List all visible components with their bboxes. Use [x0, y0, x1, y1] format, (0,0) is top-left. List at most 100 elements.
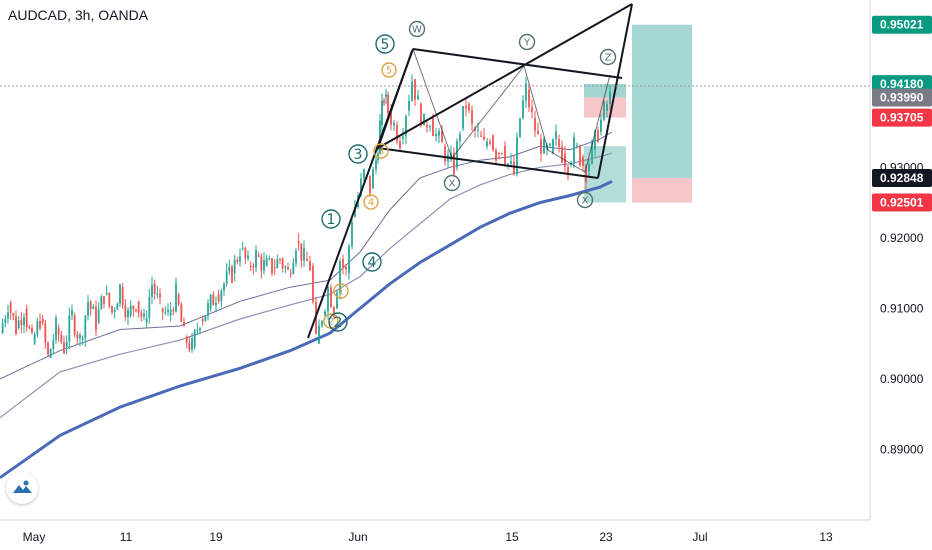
price-axis[interactable]: 0.890000.900000.910000.920000.930000.940… [869, 0, 932, 550]
candle-body [417, 95, 419, 100]
candle-body [549, 143, 551, 145]
candle-body [140, 312, 143, 317]
candle-body [567, 166, 569, 175]
candle-body [249, 266, 252, 268]
candle-body [252, 266, 255, 268]
candle-body [339, 260, 341, 293]
candle-body [31, 328, 33, 333]
candle-body [257, 255, 260, 257]
candle-body [60, 334, 63, 342]
candle-body [20, 320, 23, 326]
price-tag-label: 0.93705 [880, 111, 924, 125]
candle-body [483, 136, 485, 140]
candle-body [324, 311, 326, 316]
candle-body [284, 266, 287, 269]
tradingview-logo[interactable] [6, 472, 38, 504]
candle-body [63, 341, 65, 354]
candle-body [459, 134, 461, 142]
candle-body [531, 107, 533, 113]
logo-icon [13, 480, 32, 493]
candle-body [108, 292, 111, 307]
candle-body [383, 100, 385, 103]
loss-zone-1 [584, 97, 626, 118]
candle-body [414, 79, 416, 100]
price-tick-label: 0.89000 [880, 442, 924, 456]
candle-body [127, 310, 129, 318]
candle-body [89, 301, 92, 310]
candle-body [159, 293, 161, 298]
candle-body [247, 255, 249, 259]
candle-body [558, 139, 560, 147]
candle-body [255, 249, 257, 268]
candle-body [132, 305, 135, 310]
candle-body [477, 129, 479, 131]
candle-body [363, 169, 365, 179]
candle-body [606, 103, 608, 111]
candle-body [71, 309, 73, 316]
wave-label-circle [375, 34, 395, 54]
candle-body [41, 318, 44, 324]
price-tick-label: 0.90000 [880, 372, 924, 386]
candle-body [420, 103, 422, 126]
price-tag-label: 0.93990 [880, 90, 924, 104]
candle-body [561, 146, 563, 163]
candle-body [49, 349, 52, 358]
candle-body [39, 321, 41, 329]
price-tag [872, 193, 932, 212]
wave-label-circle [443, 174, 461, 192]
candle-body [594, 130, 596, 150]
candle-body [321, 321, 323, 326]
candle-body [444, 146, 446, 162]
wave-label-text: 3 [354, 147, 363, 163]
candle-body [385, 94, 387, 97]
candle-body [7, 312, 9, 319]
candle-body [263, 260, 265, 271]
candle-body [597, 130, 599, 142]
candle-body [172, 309, 175, 312]
candle-body [225, 271, 228, 284]
candle-body [180, 304, 183, 322]
time-tick-label: 13 [819, 530, 833, 544]
wave-label-text: 5 [386, 66, 392, 77]
candle-body [507, 163, 509, 165]
candle-body [381, 100, 383, 125]
candles [1, 74, 611, 359]
candle-body [79, 334, 81, 339]
candle-body [145, 318, 148, 323]
candle-body [271, 258, 273, 274]
candle-body [153, 283, 156, 294]
price-tag-label: 0.95021 [880, 18, 924, 32]
candle-body [4, 318, 7, 324]
wave-label-circle [373, 143, 389, 159]
pattern-trendline [377, 147, 599, 179]
candle-body [215, 302, 217, 306]
wave-label-circle [381, 62, 397, 78]
candle-body [143, 313, 145, 317]
candle-body [480, 135, 482, 137]
candle-body [28, 327, 31, 329]
candle-body [281, 259, 284, 269]
price-tick-label: 0.91000 [880, 301, 924, 315]
candle-body [408, 100, 410, 111]
candle-body [260, 256, 263, 271]
wave-label-text: X [582, 196, 589, 207]
candle-body [327, 286, 329, 312]
candle-body [167, 309, 169, 312]
candle-body [354, 206, 356, 217]
candle-body [25, 308, 28, 328]
candle-body [103, 296, 105, 304]
price-tag [872, 169, 932, 188]
candle-body [135, 309, 137, 311]
wave-label-text: Z [605, 53, 612, 64]
time-axis[interactable]: May 11 19 Jun 15 23 Jul 13 [0, 519, 870, 544]
candle-body [273, 267, 276, 269]
candle-body [309, 260, 311, 271]
candle-body [164, 311, 167, 313]
candle-body [573, 137, 575, 164]
wave-label-text: 2 [334, 315, 343, 331]
candle-body [300, 243, 303, 261]
candle-body [600, 119, 602, 133]
candle-body [116, 303, 119, 310]
wave-label-circle [321, 209, 341, 229]
